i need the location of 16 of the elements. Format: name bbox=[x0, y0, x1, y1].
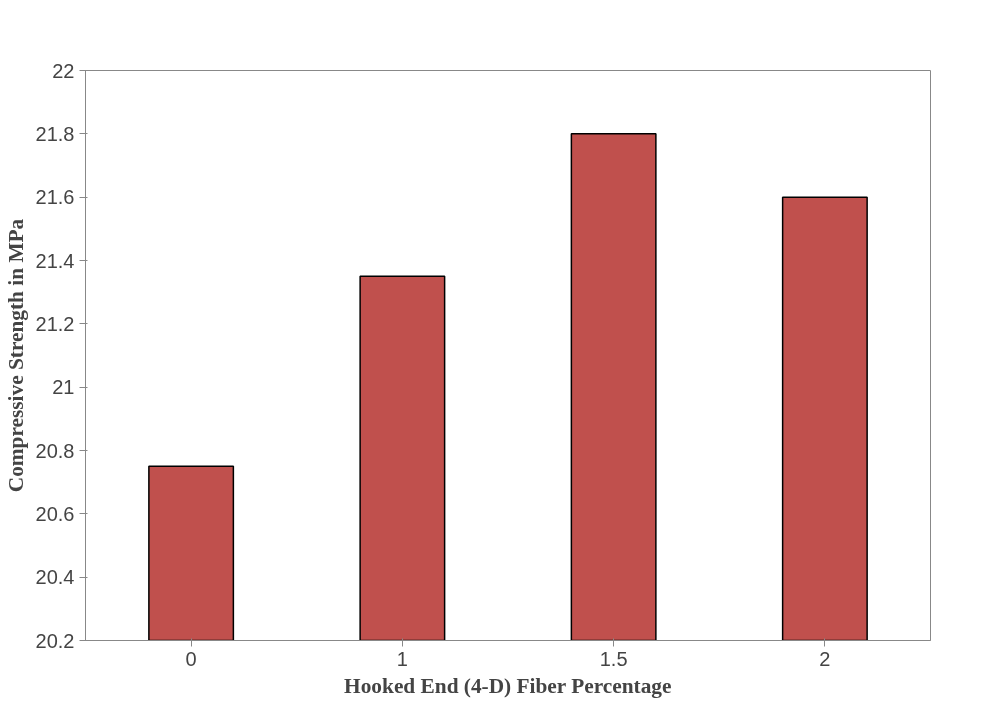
x-axis-title: Hooked End (4-D) Fiber Percentage bbox=[344, 673, 672, 698]
x-tick-label: 2 bbox=[819, 647, 831, 670]
y-axis-title: Compressive Strength in MPa bbox=[3, 218, 28, 493]
x-tick-label: 0 bbox=[185, 647, 197, 670]
y-tick-label: 21.2 bbox=[35, 312, 75, 335]
y-tick-label: 21 bbox=[52, 376, 75, 399]
y-tick-label: 20.8 bbox=[35, 439, 75, 462]
y-tick-label: 21.6 bbox=[35, 186, 75, 209]
x-tick-label: 1.5 bbox=[599, 647, 628, 670]
y-tick-label: 22 bbox=[52, 59, 75, 82]
y-tick-label: 20.4 bbox=[35, 566, 75, 589]
y-tick-label: 20.2 bbox=[35, 629, 75, 652]
x-tick-label: 1 bbox=[396, 647, 408, 670]
y-tick-label: 21.8 bbox=[35, 122, 75, 145]
y-tick-label: 20.6 bbox=[35, 502, 75, 525]
y-tick-label: 21.4 bbox=[35, 249, 75, 272]
